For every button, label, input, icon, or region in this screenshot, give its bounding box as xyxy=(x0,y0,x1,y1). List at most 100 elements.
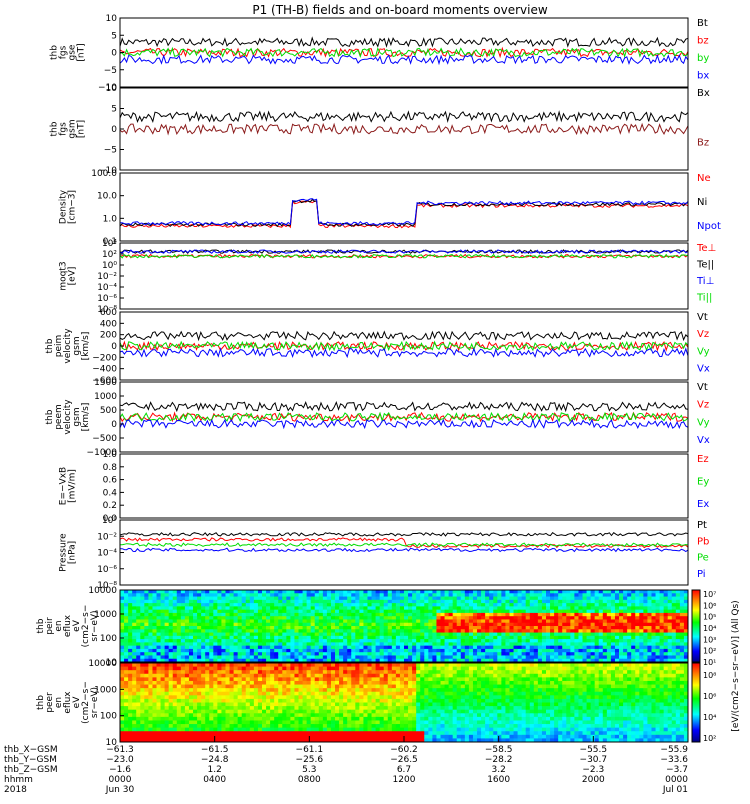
spectrogram-cell xyxy=(554,655,559,659)
spectrogram-cell xyxy=(412,717,417,721)
spectrogram-cell xyxy=(213,639,218,643)
spectrogram-cell xyxy=(668,649,673,653)
spectrogram-cell xyxy=(595,639,600,643)
spectrogram-cell xyxy=(432,597,437,601)
spectrogram-cell xyxy=(246,590,251,594)
spectrogram-cell xyxy=(157,720,162,724)
spectrogram-cell xyxy=(193,688,198,692)
spectrogram-cell xyxy=(238,699,243,703)
spectrogram-cell xyxy=(157,619,162,623)
spectrogram-cell xyxy=(388,593,393,597)
spectrogram-cell xyxy=(181,699,186,703)
spectrogram-cell xyxy=(651,646,656,650)
spectrogram-cell xyxy=(148,590,153,594)
spectrogram-cell xyxy=(505,636,510,640)
spectrogram-cell xyxy=(453,616,458,620)
spectrogram-cell xyxy=(656,636,661,640)
spectrogram-cell xyxy=(574,642,579,646)
spectrogram-cell xyxy=(152,695,157,699)
spectrogram-cell xyxy=(392,610,397,614)
spectrogram-cell xyxy=(367,616,372,620)
spectrogram-cell xyxy=(367,610,372,614)
spectrogram-cell xyxy=(412,724,417,728)
spectrogram-cell xyxy=(627,639,632,643)
spectrogram-cell xyxy=(660,649,665,653)
spectrogram-cell xyxy=(132,603,137,607)
spectrogram-cell xyxy=(319,699,324,703)
spectrogram-cell xyxy=(144,685,149,689)
spectrogram-cell xyxy=(449,655,454,659)
spectrogram-cell xyxy=(120,655,125,659)
spectrogram-cell xyxy=(290,724,295,728)
spectrogram-cell xyxy=(558,616,563,620)
spectrogram-cell xyxy=(607,600,612,604)
spectrogram-cell xyxy=(242,706,247,710)
spectrogram-cell xyxy=(481,603,486,607)
spectrogram-cell xyxy=(331,717,336,721)
spectrogram-cell xyxy=(217,636,222,640)
spectrogram-cell xyxy=(493,636,498,640)
spectrogram-cell xyxy=(347,613,352,617)
spectrogram-cell xyxy=(384,699,389,703)
spectrogram-cell xyxy=(258,667,263,671)
spectrogram-cell xyxy=(315,616,320,620)
spectrogram-cell xyxy=(428,720,433,724)
spectrogram-cell xyxy=(254,655,259,659)
spectrogram-cell xyxy=(631,616,636,620)
spectrogram-cell xyxy=(181,603,186,607)
spectrogram-cell xyxy=(140,728,145,732)
spectrogram-cell xyxy=(363,649,368,653)
spectrogram-cell xyxy=(136,642,141,646)
spectrogram-cell xyxy=(424,720,429,724)
spectrogram-cell xyxy=(250,713,255,717)
spectrogram-cell xyxy=(201,652,206,656)
spectrogram-cell xyxy=(359,685,364,689)
spectrogram-cell xyxy=(270,681,275,685)
spectrogram-cell xyxy=(157,695,162,699)
spectrogram-cell xyxy=(331,688,336,692)
spectrogram-cell xyxy=(420,613,425,617)
spectrogram-cell xyxy=(132,710,137,714)
spectrogram-cell xyxy=(221,642,226,646)
spectrogram-cell xyxy=(550,600,555,604)
spectrogram-cell xyxy=(424,649,429,653)
spectrogram-cell xyxy=(266,655,271,659)
spectrogram-cell xyxy=(234,593,239,597)
spectrogram-cell xyxy=(128,646,133,650)
spectrogram-cell xyxy=(157,633,162,637)
spectrogram-cell xyxy=(607,642,612,646)
spectrogram-cell xyxy=(651,623,656,627)
spectrogram-cell xyxy=(404,731,409,735)
spectrogram-cell xyxy=(282,706,287,710)
spectrogram-cell xyxy=(177,674,182,678)
spectrogram-cell xyxy=(303,674,308,678)
spectrogram-cell xyxy=(396,603,401,607)
spectrogram-cell xyxy=(319,616,324,620)
spectrogram-cell xyxy=(339,633,344,637)
spectrogram-cell xyxy=(380,724,385,728)
spectrogram-cell xyxy=(230,667,235,671)
spectrogram-cell xyxy=(420,703,425,707)
spectrogram-cell xyxy=(209,616,214,620)
spectrogram-cell xyxy=(424,593,429,597)
spectrogram-cell xyxy=(303,663,308,667)
spectrogram-cell xyxy=(132,699,137,703)
spectrogram-cell xyxy=(120,590,125,594)
spectrogram-cell xyxy=(408,692,413,696)
spectrogram-cell xyxy=(254,706,259,710)
spectrogram-cell xyxy=(132,619,137,623)
y-tick-label: 10.0 xyxy=(97,192,117,202)
spectrogram-cell xyxy=(177,590,182,594)
spectrogram-cell xyxy=(416,616,421,620)
spectrogram-cell xyxy=(303,603,308,607)
spectrogram-cell xyxy=(603,619,608,623)
spectrogram-cell xyxy=(359,724,364,728)
spectrogram-cell xyxy=(489,649,494,653)
spectrogram-cell xyxy=(169,717,174,721)
spectrogram-cell xyxy=(148,639,153,643)
spectrogram-cell xyxy=(161,600,166,604)
spectrogram-cell xyxy=(246,619,251,623)
spectrogram-cell xyxy=(254,699,259,703)
spectrogram-cell xyxy=(319,695,324,699)
